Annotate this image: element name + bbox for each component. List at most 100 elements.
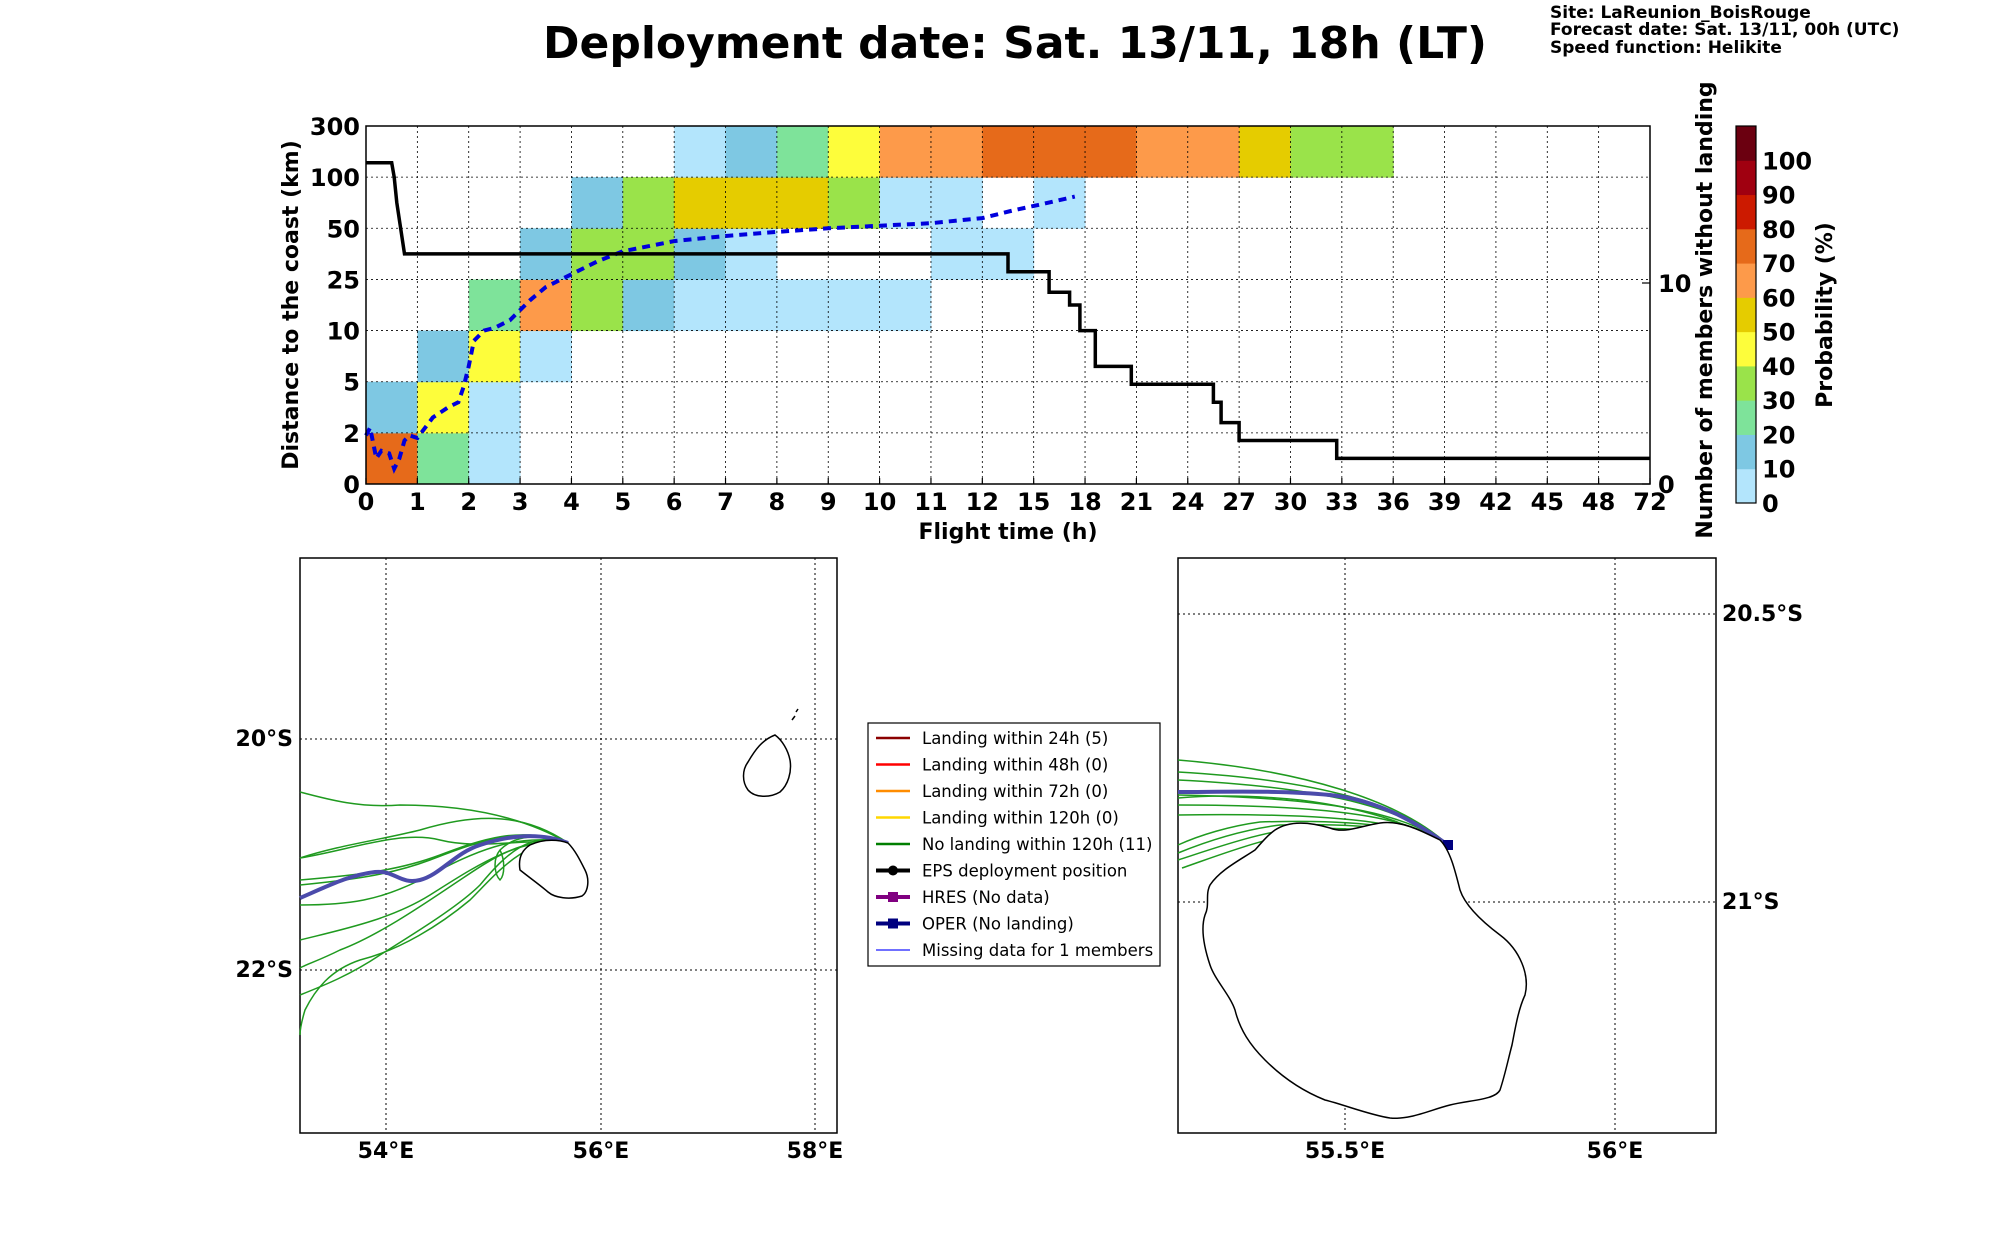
mauritius-island xyxy=(742,734,792,797)
x-tick-label: 4 xyxy=(563,488,580,516)
colorbar-tick-label: 70 xyxy=(1762,250,1795,278)
x-tick-label: 45 xyxy=(1531,488,1564,516)
left-map-ytick-0: 20°S xyxy=(236,727,293,752)
x-tick-label: 21 xyxy=(1120,488,1153,516)
y-tick-label: 50 xyxy=(327,215,360,243)
colorbar-segment xyxy=(1736,400,1756,435)
heatmap-cell xyxy=(468,279,521,332)
heatmap-cell xyxy=(930,177,983,229)
heatmap-cell xyxy=(417,432,470,485)
forecast-info: Forecast date: Sat. 13/11, 00h (UTC) xyxy=(1550,20,1899,40)
legend-label: HRES (No data) xyxy=(922,888,1050,907)
x-axis-label: Flight time (h) xyxy=(918,520,1097,545)
heatmap-cell xyxy=(725,279,778,332)
left-map-ytick-1: 22°S xyxy=(236,958,293,983)
x-tick-label: 15 xyxy=(1017,488,1050,516)
members-without-landing-line xyxy=(366,161,1650,461)
reunion-island-large xyxy=(1202,821,1527,1119)
heatmap-grid xyxy=(366,126,1650,484)
reunion-island-small xyxy=(518,839,589,899)
x-tick-label: 3 xyxy=(512,488,529,516)
y-tick-label: 100 xyxy=(310,164,360,192)
y-tick-label: 300 xyxy=(310,113,360,141)
colorbar-segment xyxy=(1736,331,1756,367)
heatmap-cell xyxy=(417,330,470,383)
right-map-grid xyxy=(1178,558,1716,1133)
colorbar-segment xyxy=(1736,126,1756,161)
right-map-xtick-0: 55.5°E xyxy=(1305,1139,1385,1164)
heatmap-cell xyxy=(725,177,778,229)
y2-tick-label: 10 xyxy=(1658,270,1691,298)
speed-info: Speed function: Helikite xyxy=(1550,38,1782,58)
legend-label: EPS deployment position xyxy=(922,862,1127,881)
x-tick-label: 8 xyxy=(769,488,786,516)
colorbar-segment xyxy=(1736,263,1756,298)
left-map-xtick-1: 56°E xyxy=(573,1139,630,1164)
y-tick-label: 10 xyxy=(327,318,360,346)
legend-label: Landing within 72h (0) xyxy=(922,782,1108,801)
x-ticks: 0 1 2 3 4 5 6 7 8 9 10 11 12 15 18 21 24 27 30 33 36 39 42 45 48… xyxy=(358,478,1667,516)
left-map-xtick-2: 58°E xyxy=(787,1139,844,1164)
x-tick-label: 11 xyxy=(914,488,947,516)
heatmap-cell xyxy=(622,279,675,332)
heatmap-cell xyxy=(1187,126,1240,178)
legend-marker xyxy=(888,892,898,902)
heatmap-cell xyxy=(982,126,1035,178)
heatmap-cell xyxy=(776,126,829,178)
heatmap-cell xyxy=(879,177,932,229)
y-tick-label: 2 xyxy=(343,420,360,448)
colorbar: 0 10 20 30 40 50 60 70 80 90 100 xyxy=(1735,125,1812,518)
heatmap-cell xyxy=(571,279,624,332)
legend-label: Landing within 24h (5) xyxy=(922,729,1108,748)
heatmap-cell xyxy=(468,381,521,434)
right-map-xtick-1: 56°E xyxy=(1587,1139,1644,1164)
heatmap-frame xyxy=(365,125,1651,485)
x-tick-label: 18 xyxy=(1068,488,1101,516)
x-tick-label: 12 xyxy=(966,488,999,516)
x-tick-label: 36 xyxy=(1376,488,1409,516)
y2-ticks: 0 10 xyxy=(1642,270,1691,499)
x-tick-label: 39 xyxy=(1428,488,1461,516)
colorbar-segment xyxy=(1736,194,1756,230)
heatmap-cell xyxy=(1033,177,1086,229)
legend-label: OPER (No landing) xyxy=(922,915,1074,934)
heatmap-cell xyxy=(1085,126,1137,178)
heatmap-cell xyxy=(776,279,829,332)
right-map-ytick-1: 21°S xyxy=(1722,890,1779,915)
colorbar-tick-label: 60 xyxy=(1762,284,1795,312)
heatmap-cell xyxy=(622,177,675,229)
x-tick-label: 10 xyxy=(863,488,896,516)
colorbar-tick-label: 10 xyxy=(1762,456,1795,484)
right-map: 55.5°E 56°E 20.5°S 21°S xyxy=(1177,557,1803,1164)
heatmap-cell xyxy=(828,177,881,229)
x-tick-label: 42 xyxy=(1479,488,1512,516)
heatmap-cell xyxy=(520,330,572,383)
colorbar-segment xyxy=(1736,434,1756,470)
x-tick-label: 0 xyxy=(358,488,375,516)
heatmap-cell xyxy=(1136,126,1189,178)
y-tick-label: 25 xyxy=(327,266,360,294)
colorbar-tick-label: 100 xyxy=(1762,147,1812,175)
x-tick-label: 33 xyxy=(1325,488,1358,516)
legend-marker xyxy=(888,865,898,876)
heatmap-cell xyxy=(930,126,983,178)
left-map-grid xyxy=(300,558,837,1133)
chart-title: Deployment date: Sat. 13/11, 18h (LT) xyxy=(543,18,1487,69)
colorbar-tick-label: 40 xyxy=(1762,353,1795,381)
heatmap-cell xyxy=(828,126,881,178)
y-tick-label: 0 xyxy=(343,471,360,499)
heatmap-cell xyxy=(1341,126,1394,178)
x-tick-label: 2 xyxy=(460,488,477,516)
heatmap-cell xyxy=(879,126,932,178)
colorbar-tick-label: 50 xyxy=(1762,319,1795,347)
heatmap-cell xyxy=(879,279,932,332)
x-tick-label: 72 xyxy=(1633,488,1666,516)
colorbar-frame xyxy=(1735,125,1757,504)
colorbar-tick-label: 20 xyxy=(1762,421,1795,449)
colorbar-tick-label: 30 xyxy=(1762,387,1795,415)
colorbar-segment xyxy=(1736,297,1756,333)
heatmap-cell xyxy=(725,126,778,178)
right-map-oper-track xyxy=(1177,789,1450,847)
